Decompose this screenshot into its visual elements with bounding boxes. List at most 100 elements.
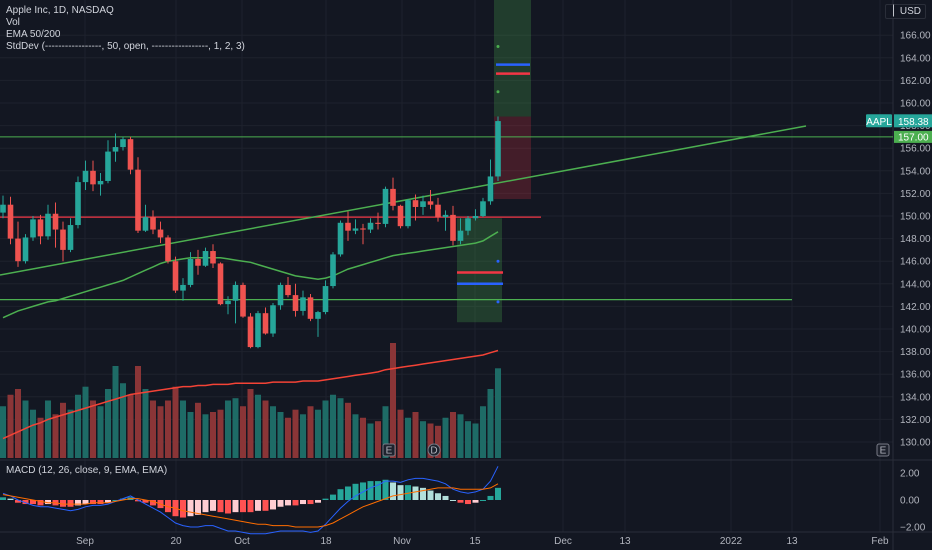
volume-bar <box>15 389 21 458</box>
macd-tick-label: 2.00 <box>900 469 920 480</box>
horizontal-lines[interactable] <box>0 125 893 301</box>
candle-body <box>375 222 381 224</box>
time-tick-label: Nov <box>393 536 411 547</box>
candle-body <box>352 228 359 231</box>
volume-bar <box>195 402 201 458</box>
candle-body <box>307 297 314 319</box>
price-tick-label: 146.00 <box>900 257 931 268</box>
price-tick-label: 140.00 <box>900 325 931 336</box>
volume-bar <box>240 406 246 458</box>
volume-bar <box>45 400 51 458</box>
price-tick-label: 160.00 <box>900 99 931 110</box>
macd-histogram-bar <box>292 500 299 506</box>
event-marker-label: E <box>880 446 887 457</box>
macd-histogram-bar <box>165 500 171 513</box>
candle-body <box>495 121 501 177</box>
candle-body <box>345 222 351 231</box>
macd-histogram-bar <box>247 500 254 513</box>
volume-bar <box>0 406 6 458</box>
macd-histogram-bar <box>337 489 344 500</box>
time-tick-label: 13 <box>619 536 631 547</box>
macd-histogram-bar <box>412 486 419 500</box>
candle-body <box>82 170 89 183</box>
macd-histogram-bar <box>180 500 186 518</box>
price-tick-label: 154.00 <box>900 166 931 177</box>
time-tick-label: 20 <box>170 536 182 547</box>
candle-body <box>420 201 426 207</box>
volume-bar <box>375 421 381 458</box>
macd-histogram-bar <box>240 500 246 513</box>
time-tick-label: Oct <box>234 536 250 547</box>
time-tick-label: Feb <box>871 536 889 547</box>
candle-body <box>142 217 149 231</box>
upper-band-zone <box>494 0 531 117</box>
currency-selector[interactable]: ⎪ USD <box>884 4 926 19</box>
time-tick-label: Sep <box>76 536 94 547</box>
candle-body <box>45 213 51 237</box>
symbol-title[interactable]: Apple Inc, 1D, NASDAQ <box>6 5 114 16</box>
signal-line <box>2 483 499 528</box>
macd-histogram-bar <box>270 500 276 510</box>
candle-body <box>315 312 321 319</box>
macd-histogram-bar <box>472 500 479 503</box>
candle-body <box>90 170 96 185</box>
macd-histogram-bar <box>345 486 351 500</box>
price-axis[interactable]: 130.00 132.00 134.00 136.00 138.00 140.00 142.… <box>900 31 931 534</box>
volume-bar <box>412 412 419 458</box>
volume-bar <box>405 417 411 458</box>
volume-bar <box>397 409 404 458</box>
macd-indicator-label[interactable]: MACD (12, 26, close, 9, EMA, EMA) <box>6 465 168 476</box>
volume-bar <box>420 421 426 458</box>
event-marker: D <box>427 443 441 457</box>
candle-body <box>435 204 441 218</box>
price-tick-label: 142.00 <box>900 302 931 313</box>
volume-bar <box>330 394 336 458</box>
macd-histogram-bar <box>450 500 456 501</box>
macd-histogram-bar <box>277 500 284 507</box>
time-tick-label: 15 <box>469 536 481 547</box>
volume-bar <box>210 412 216 458</box>
volume-bar <box>427 423 434 458</box>
candle-body <box>150 217 156 230</box>
candle-body <box>337 222 344 255</box>
candle-body <box>390 188 396 206</box>
macd-histogram-bar <box>7 498 14 500</box>
candle-body <box>232 284 239 301</box>
macd-histogram-bar <box>210 500 216 511</box>
stddev-indicator-label[interactable]: StdDev (-----------------, 50, open, ---… <box>6 41 245 52</box>
candle-body <box>292 295 299 311</box>
vol-indicator-label[interactable]: Vol <box>6 17 20 28</box>
candle-body <box>127 139 134 170</box>
macd-histogram-bar <box>202 500 209 513</box>
last-price-tag-value: 158.38 <box>898 117 929 128</box>
macd-histogram-bar <box>367 481 374 500</box>
macd-histogram-bar <box>405 485 411 500</box>
volume-bar <box>247 389 254 458</box>
price-tags: AAPL 158.38 157.00 <box>866 114 932 143</box>
volume-bar <box>127 394 134 458</box>
volume-bar <box>337 398 344 458</box>
macd-histogram-bar <box>442 495 449 500</box>
macd-histogram-bar <box>150 500 156 506</box>
volume-bar <box>30 409 36 458</box>
volume-bar <box>232 398 239 458</box>
candle-body <box>480 201 486 216</box>
candle-body <box>487 176 494 202</box>
macd-histogram-bar <box>30 500 36 505</box>
macd-histogram-bar <box>300 500 306 505</box>
candle-body <box>367 222 374 230</box>
price-tick-label: 166.00 <box>900 31 931 42</box>
macd-histogram-bar <box>82 500 89 505</box>
time-axis[interactable]: Sep 20 Oct 18 Nov 15 Dec 13 2022 13 Feb <box>76 536 889 547</box>
candle-body <box>225 300 231 305</box>
macd-histogram-bar <box>105 500 111 503</box>
macd-histogram-bar <box>495 487 501 500</box>
last-price-tag-bg <box>894 114 932 128</box>
time-tick-label: Dec <box>554 536 572 547</box>
candle-body <box>247 316 254 348</box>
time-tick-label: 2022 <box>720 536 743 547</box>
candle-body <box>210 251 216 264</box>
ema-indicator-label[interactable]: EMA 50/200 <box>6 29 61 40</box>
